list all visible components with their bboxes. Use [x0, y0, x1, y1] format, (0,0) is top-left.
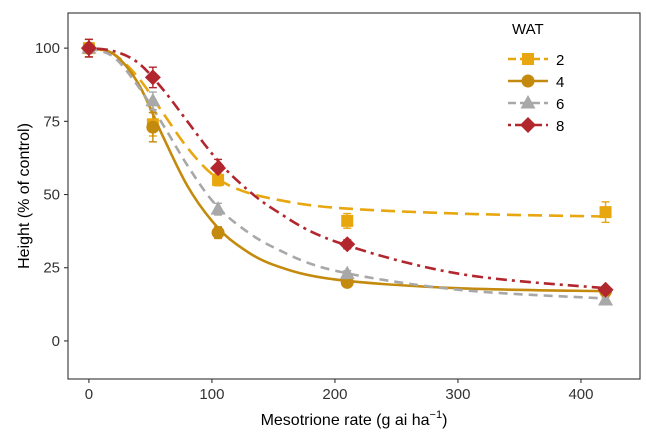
- legend-label-series-8: 8: [556, 118, 564, 135]
- x-axis-title-superscript: −1: [430, 409, 443, 421]
- point-series-4: [211, 226, 225, 240]
- point-series-4: [146, 120, 160, 134]
- x-axis-title-main: Mesotrione rate (g ai ha: [261, 412, 430, 429]
- point-series-2: [599, 206, 612, 219]
- legend-marker-series-4: [521, 74, 535, 88]
- curve-series-8: [88, 46, 606, 290]
- x-tick-label: 200: [322, 386, 347, 403]
- point-series-6: [598, 291, 614, 306]
- y-tick-label: 100: [35, 40, 60, 57]
- point-series-6: [339, 265, 355, 280]
- point-series-8: [597, 281, 614, 298]
- point-series-8: [144, 69, 161, 86]
- point-series-6: [210, 201, 226, 215]
- legend-label-series-4: 4: [556, 74, 564, 91]
- y-tick-label: 25: [43, 260, 60, 277]
- point-series-2: [341, 214, 354, 227]
- legend-marker-series-8: [520, 117, 536, 133]
- point-series-4: [340, 275, 354, 289]
- legend-label-series-2: 2: [556, 52, 564, 69]
- x-tick-label: 400: [568, 386, 593, 403]
- y-axis-title: Height (% of control): [16, 123, 33, 269]
- point-series-8: [210, 160, 227, 177]
- x-tick-label: 0: [85, 386, 93, 403]
- x-tick-label: 100: [199, 386, 224, 403]
- y-tick-label: 75: [43, 113, 60, 130]
- legend-title: WAT: [512, 21, 544, 38]
- x-axis: 0 100 200 300 400: [85, 379, 593, 403]
- data-markers: [80, 40, 614, 306]
- legend-marker-series-6: [520, 95, 536, 109]
- point-series-8: [80, 40, 97, 57]
- x-axis-title: Mesotrione rate (g ai ha−1): [261, 409, 448, 429]
- point-series-2: [212, 173, 225, 186]
- y-axis: 0 25 50 75 100: [35, 40, 68, 350]
- point-series-6: [145, 92, 161, 107]
- point-series-8: [339, 236, 356, 253]
- legend-marker-series-2: [522, 53, 534, 65]
- legend-label-series-6: 6: [556, 96, 564, 113]
- legend: WAT 2 4 6 8: [508, 21, 564, 135]
- x-axis-title-close: ): [442, 412, 447, 429]
- y-tick-label: 50: [43, 187, 60, 204]
- plot-panel: [67, 12, 641, 380]
- y-tick-label: 0: [52, 333, 60, 350]
- x-tick-label: 300: [445, 386, 470, 403]
